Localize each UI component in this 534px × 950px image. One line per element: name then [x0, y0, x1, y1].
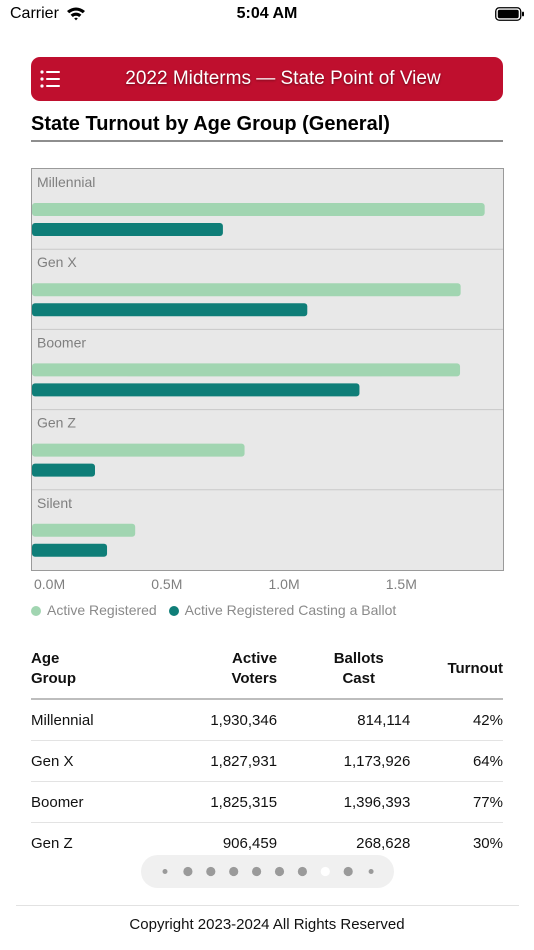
page-dot — [183, 866, 193, 877]
header-line: Cast — [342, 670, 375, 687]
bar-registered — [32, 203, 485, 216]
category-label: Gen Z — [37, 415, 76, 431]
category-label: Boomer — [37, 334, 86, 350]
bar-casting — [32, 543, 108, 557]
x-axis: 0.0M 0.5M 1.0M 1.5M — [34, 576, 417, 592]
header-line: Voters — [231, 670, 278, 687]
battery-icon — [495, 7, 525, 26]
chart-legend: Active Registered Active Registered Cast… — [31, 602, 404, 618]
section-title: State Turnout by Age Group (General) — [31, 113, 390, 135]
turnout-chart: Millennial Gen X Boomer Gen Z Silent — [31, 168, 504, 571]
cell-active-voters: 1,827,931 — [210, 752, 278, 770]
table-row: Gen X 1,827,931 1,173,926 64% — [31, 741, 503, 782]
app-header: 2022 Midterms — State Point of View — [31, 57, 503, 101]
title-divider — [31, 140, 503, 142]
column-header-ballots-cast: Ballots Cast — [277, 640, 410, 699]
cell-active-voters: 906,459 — [222, 834, 278, 852]
footer-divider — [16, 905, 519, 906]
cell-age-group: Boomer — [31, 793, 84, 811]
bar-casting — [32, 303, 308, 317]
page-dots — [162, 866, 374, 877]
cell-ballots-cast: 1,396,393 — [343, 793, 411, 811]
page-dot — [368, 869, 374, 874]
cell-ballots-cast: 1,173,926 — [343, 752, 411, 770]
turnout-table: Age Group Active Voters Ballots Cast Turnou… — [31, 640, 503, 863]
cell-ballots-cast: 814,114 — [357, 711, 411, 729]
header-line: Group — [31, 670, 76, 687]
bar-casting — [32, 383, 360, 397]
bar-registered — [32, 283, 461, 297]
wifi-icon — [66, 6, 86, 26]
menu-icon[interactable] — [39, 67, 63, 91]
table-header-row: Age Group Active Voters Ballots Cast Turnou… — [31, 640, 503, 699]
page-dot — [206, 866, 216, 877]
x-tick-label: 0.5M — [151, 576, 182, 592]
table-row: Millennial 1,930,346 814,114 42% — [31, 699, 503, 741]
page-control[interactable] — [141, 855, 394, 888]
cell-turnout: 30% — [472, 834, 503, 852]
table-row: Gen Z 906,459 268,628 30% — [31, 823, 503, 864]
category-label: Silent — [37, 495, 72, 511]
cell-active-voters: 1,825,315 — [210, 793, 278, 811]
header-title: 2022 Midterms — State Point of View — [125, 68, 441, 89]
legend-swatch-registered — [31, 606, 41, 616]
copyright-text: Copyright 2023-2024 All Rights Reserved — [129, 916, 405, 933]
bar-casting — [32, 223, 223, 236]
header-line: Turnout — [447, 660, 503, 677]
page-dot — [320, 866, 330, 877]
cell-turnout: 64% — [472, 752, 503, 770]
bar-registered — [32, 363, 461, 377]
legend-label-registered: Active Registered — [47, 602, 157, 618]
legend-item-registered: Active Registered — [31, 602, 157, 618]
x-tick-label: 0.0M — [34, 576, 65, 592]
column-header-active-voters: Active Voters — [161, 640, 277, 699]
cell-turnout: 77% — [472, 793, 503, 811]
header-line: Ballots — [333, 650, 384, 667]
x-tick-label: 1.0M — [269, 576, 300, 592]
clock-time: 5:04 AM — [236, 5, 298, 22]
header-line: Active — [232, 650, 278, 667]
page-dot — [274, 866, 285, 877]
legend-item-casting: Active Registered Casting a Ballot — [168, 602, 397, 618]
legend-swatch-casting — [168, 606, 179, 616]
page-dot — [252, 866, 262, 877]
page-dot — [297, 866, 307, 877]
cell-age-group: Millennial — [31, 711, 94, 729]
column-header-turnout: Turnout — [410, 640, 503, 699]
cell-turnout: 42% — [472, 711, 503, 729]
bar-registered — [32, 523, 136, 537]
carrier-label: Carrier — [10, 5, 59, 22]
page-dot — [229, 866, 239, 877]
header-line: Age — [31, 650, 60, 667]
cell-active-voters: 1,930,346 — [210, 711, 278, 729]
x-tick-label: 1.5M — [386, 576, 417, 592]
legend-label-casting: Active Registered Casting a Ballot — [184, 602, 397, 618]
table-row: Boomer 1,825,315 1,396,393 77% — [31, 782, 503, 823]
cell-age-group: Gen Z — [31, 834, 73, 852]
page-dot — [343, 866, 353, 877]
bar-registered — [32, 443, 245, 457]
cell-age-group: Gen X — [31, 752, 74, 770]
bar-casting — [32, 463, 95, 477]
column-header-age-group: Age Group — [31, 640, 161, 699]
chart-plot: Millennial Gen X Boomer Gen Z Silent — [32, 174, 503, 557]
status-bar: Carrier 5:04 AM — [0, 0, 534, 30]
category-label: Gen X — [37, 254, 77, 270]
page-dot — [162, 869, 168, 874]
category-label: Millennial — [37, 174, 95, 190]
cell-ballots-cast: 268,628 — [356, 834, 411, 852]
